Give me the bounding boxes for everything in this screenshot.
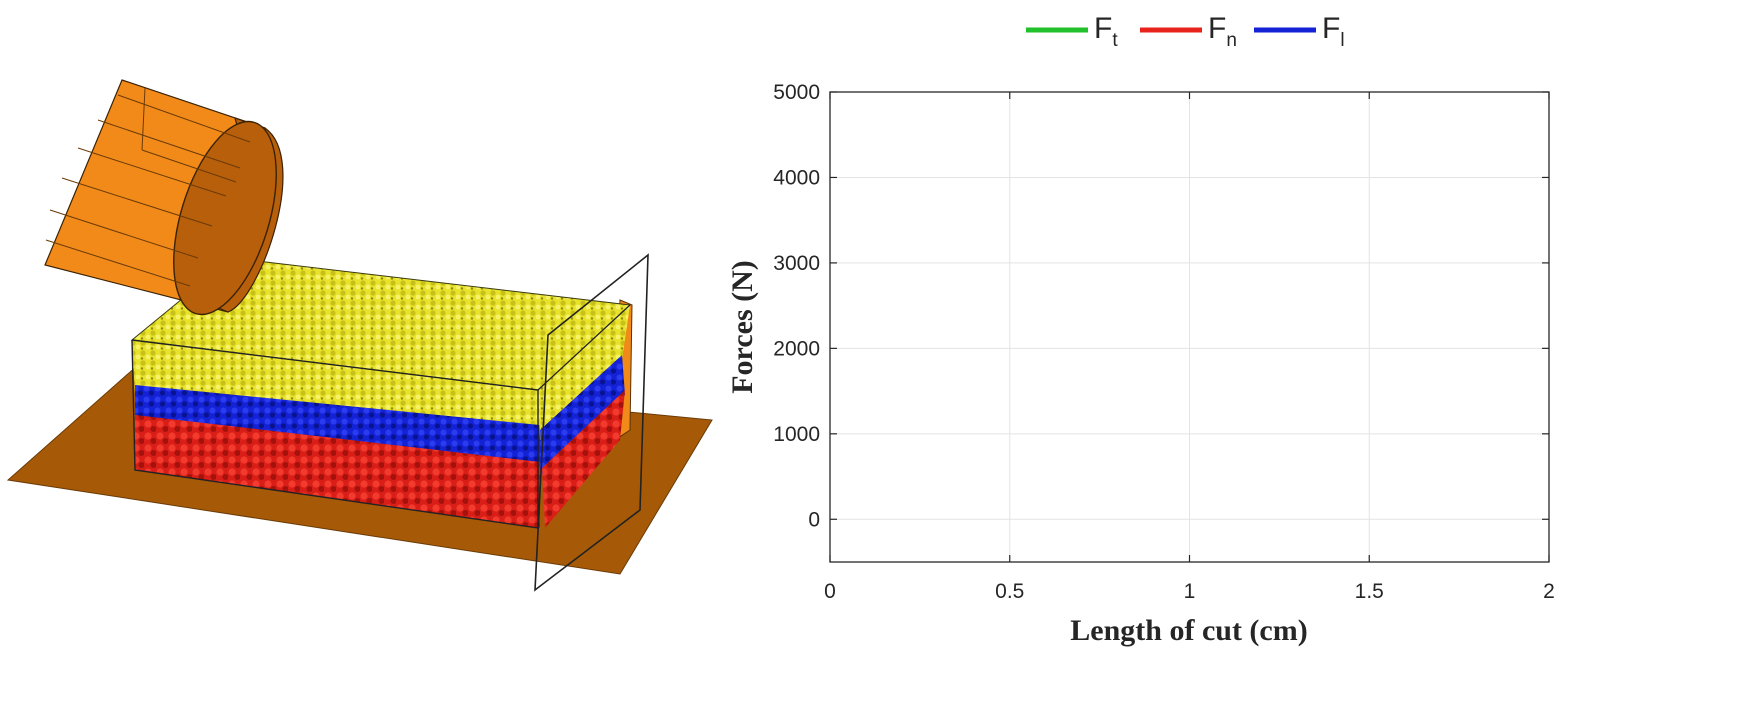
legend-item-fn: Fn [1140, 12, 1237, 51]
y-tick-label: 0 [808, 508, 820, 531]
bottom-soil-layer [135, 415, 540, 528]
svg-text:Fn: Fn [1208, 12, 1237, 51]
y-tick-label: 5000 [773, 81, 820, 104]
y-axis-ticks: 0 1000 2000 3000 4000 5000 [773, 81, 1549, 531]
x-tick-label: 2 [1543, 580, 1555, 603]
legend-label-sub: n [1226, 30, 1237, 51]
y-tick-label: 2000 [773, 337, 820, 360]
y-tick-label: 1000 [773, 423, 820, 446]
y-tick-label: 4000 [773, 166, 820, 189]
legend-item-fl: Fl [1254, 12, 1345, 51]
x-axis-label: Length of cut (cm) [1070, 614, 1307, 647]
x-tick-label: 1 [1184, 580, 1196, 603]
y-axis-label: Forces (N) [726, 260, 759, 394]
legend-label-main: F [1094, 12, 1112, 45]
cutting-plane [534, 253, 649, 592]
cutting-drum [44, 79, 284, 316]
simulation-render [6, 79, 713, 592]
y-tick-label: 3000 [773, 252, 820, 275]
legend-label-main: F [1208, 12, 1226, 45]
middle-soil-layer [135, 385, 560, 470]
svg-text:Ft: Ft [1094, 12, 1118, 51]
x-axis-ticks: 0 0.5 1 1.5 2 [824, 92, 1555, 603]
legend-label-sub: l [1340, 30, 1344, 51]
legend: Ft Fn Fl [1026, 12, 1345, 51]
legend-label-sub: t [1112, 30, 1118, 51]
svg-text:Fl: Fl [1322, 12, 1345, 51]
x-tick-label: 0.5 [995, 580, 1024, 603]
grid [829, 91, 1550, 562]
x-tick-label: 1.5 [1355, 580, 1384, 603]
legend-item-ft: Ft [1026, 12, 1118, 51]
x-tick-label: 0 [824, 580, 836, 603]
legend-label-main: F [1322, 12, 1340, 45]
